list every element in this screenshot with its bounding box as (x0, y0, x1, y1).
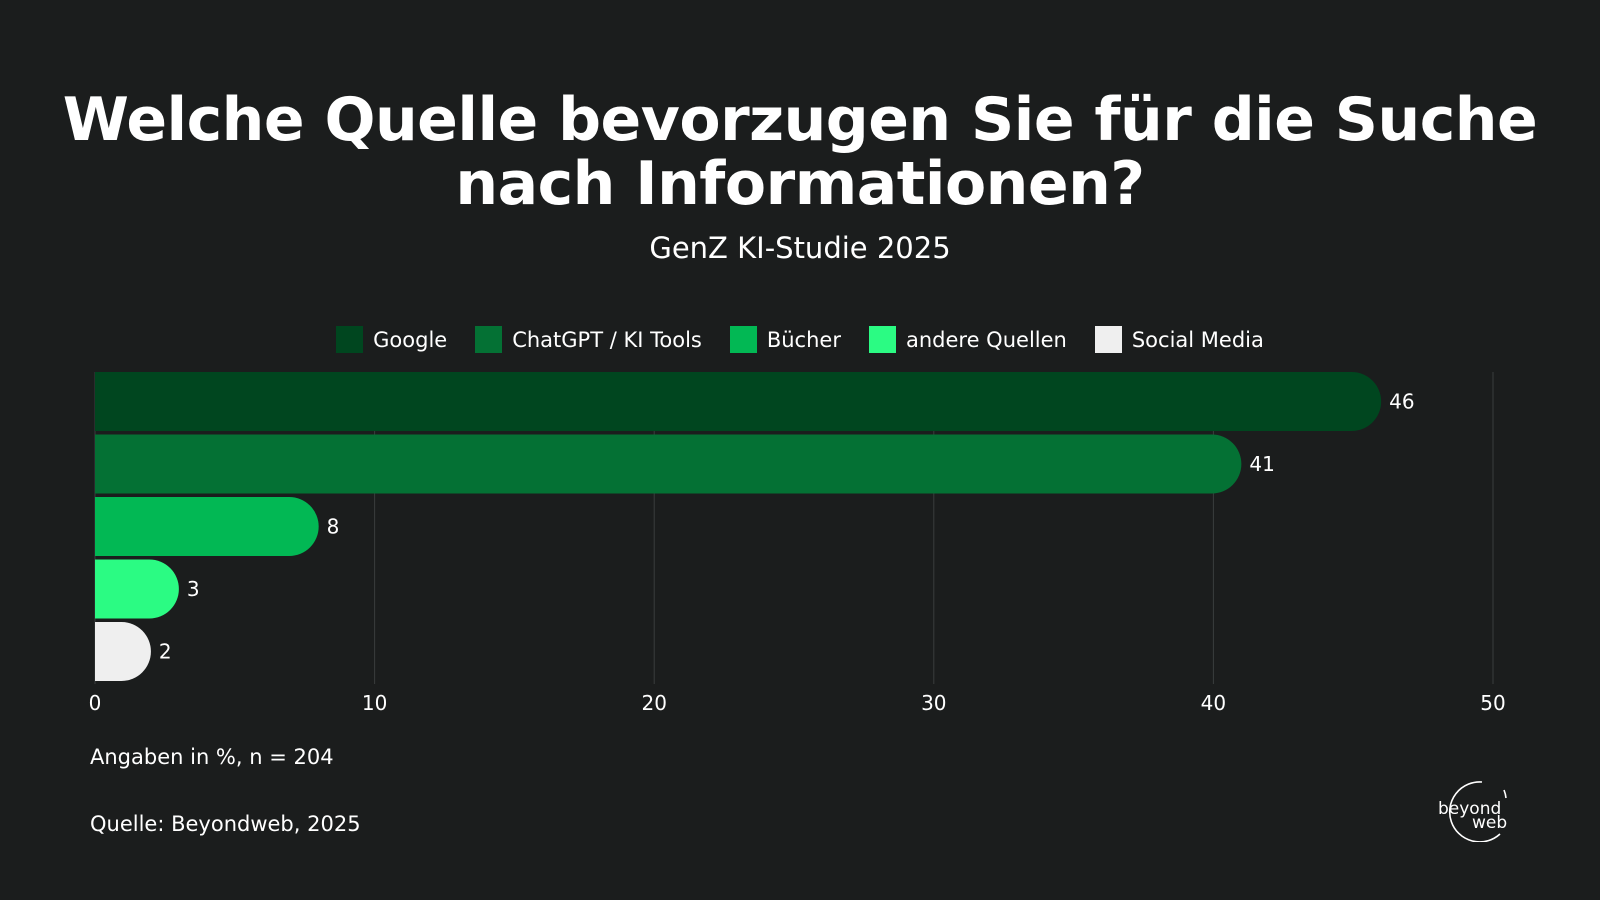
legend-label: Google (373, 327, 448, 352)
logo-ring-icon (1448, 781, 1507, 842)
legend-item: andere Quellen (868, 326, 1067, 353)
data-label: 8 (327, 515, 340, 539)
legend-swatch (729, 326, 757, 353)
bar-chatgpt-ki-tools (95, 434, 1242, 494)
legend-label: Bücher (766, 327, 841, 352)
data-label: 41 (1249, 452, 1274, 476)
x-tick-label: 10 (362, 691, 387, 715)
data-label: 46 (1389, 390, 1414, 414)
chart-note: Angaben in %, n = 204 (90, 745, 334, 769)
x-tick-label: 50 (1480, 691, 1505, 715)
legend-item: Bücher (729, 326, 841, 353)
legend-swatch (1094, 326, 1122, 353)
chart-legend: Google ChatGPT / KI Tools Bücher andere Que… (0, 326, 1600, 353)
x-tick-label: 0 (89, 691, 102, 715)
legend-swatch (475, 326, 503, 353)
legend-item: Google (336, 326, 447, 353)
legend-label: ChatGPT / KI Tools (512, 327, 702, 352)
logo-text-beyond: beyond (1438, 799, 1502, 819)
bar-andere-quellen (95, 559, 179, 619)
bar-google (95, 372, 1382, 431)
bar-social-media (95, 622, 151, 681)
legend-item: Social Media (1094, 326, 1264, 353)
bar-bücher (95, 497, 319, 556)
chart-title: Welche Quelle bevorzugen Sie für die Suc… (62, 85, 1538, 219)
legend-label: Social Media (1131, 327, 1264, 352)
x-tick-label: 40 (1201, 691, 1226, 715)
legend-item: ChatGPT / KI Tools (475, 326, 702, 353)
legend-label: andere Quellen (905, 327, 1067, 352)
x-tick-label: 30 (921, 691, 946, 715)
beyondweb-logo: beyond web (1430, 776, 1514, 842)
chart-source: Quelle: Beyondweb, 2025 (90, 812, 361, 836)
logo-text-web: web (1472, 813, 1508, 833)
data-label: 3 (187, 577, 200, 601)
legend-swatch (868, 326, 896, 353)
x-tick-label: 20 (641, 691, 666, 715)
legend-swatch (336, 326, 364, 353)
chart-subtitle: GenZ KI-Studie 2025 (649, 231, 951, 265)
data-label: 2 (159, 640, 172, 664)
